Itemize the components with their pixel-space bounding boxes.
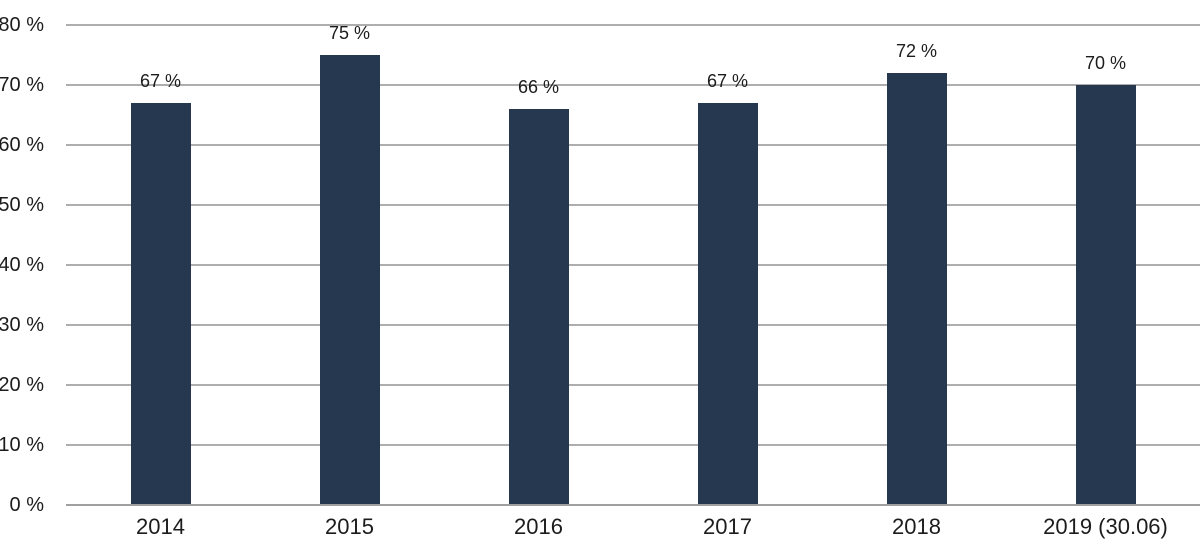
gridline-10 — [66, 444, 1200, 446]
x-axis-category-label: 2017 — [703, 514, 752, 539]
x-axis-line — [66, 504, 1200, 506]
gridline-70 — [66, 84, 1200, 86]
gridline-40 — [66, 264, 1200, 266]
bar-2017 — [697, 103, 758, 505]
bar-2014 — [130, 103, 191, 505]
y-axis-tick-label: 30 % — [0, 314, 44, 336]
y-axis-tick-label: 40 % — [0, 254, 44, 276]
gridline-60 — [66, 144, 1200, 146]
y-axis-tick-label: 50 % — [0, 194, 44, 216]
x-axis-category-label: 2015 — [325, 514, 374, 539]
bar-value-label: 67 % — [706, 71, 749, 91]
x-axis-category-label: 2016 — [514, 514, 563, 539]
x-axis-category-label: 2014 — [136, 514, 185, 539]
bar-value-label: 70 % — [1084, 53, 1127, 73]
gridline-50 — [66, 204, 1200, 206]
bar-2019-30-06 — [1075, 85, 1136, 505]
bar-value-label: 66 % — [517, 77, 560, 97]
y-axis-tick-label: 70 % — [0, 74, 44, 96]
y-axis-tick-label: 0 % — [9, 494, 44, 516]
bar-2018 — [886, 73, 947, 505]
bar-value-label: 72 % — [895, 41, 938, 61]
y-axis-tick-label: 20 % — [0, 374, 44, 396]
bar-value-label: 67 % — [139, 71, 182, 91]
gridline-80 — [66, 24, 1200, 26]
y-axis-tick-label: 80 % — [0, 14, 44, 36]
bar-2016 — [508, 109, 569, 505]
bar-value-label: 75 % — [328, 23, 371, 43]
gridline-30 — [66, 324, 1200, 326]
x-axis-category-label: 2018 — [892, 514, 941, 539]
y-axis-tick-label: 60 % — [0, 134, 44, 156]
gridline-20 — [66, 384, 1200, 386]
bar-2015 — [319, 55, 380, 505]
x-axis-category-label: 2019 (30.06) — [1043, 514, 1168, 539]
y-axis-tick-label: 10 % — [0, 434, 44, 456]
